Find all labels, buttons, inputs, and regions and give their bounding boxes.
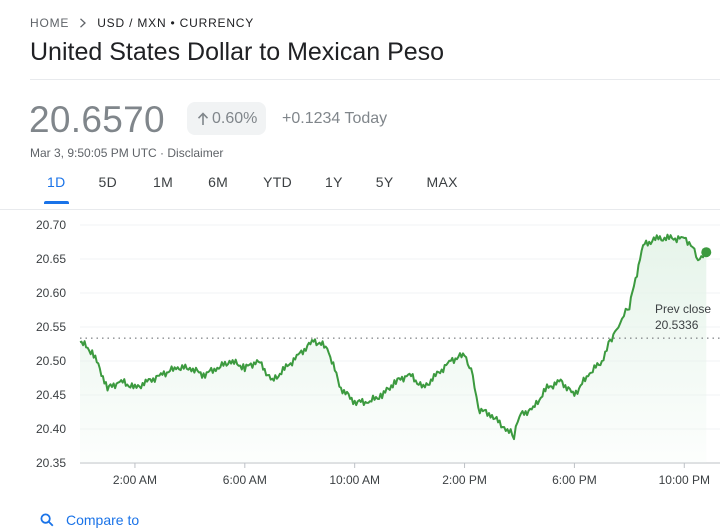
breadcrumb: HOME USD / MXN • CURRENCY	[30, 16, 254, 30]
prev-close-value: 20.5336	[655, 318, 699, 332]
x-tick-label: 6:00 PM	[552, 473, 597, 487]
range-tab-5d[interactable]: 5D	[98, 174, 117, 190]
tabs-divider	[0, 209, 720, 210]
y-tick-label: 20.55	[36, 320, 66, 334]
y-tick-label: 20.45	[36, 388, 66, 402]
breadcrumb-home[interactable]: HOME	[30, 16, 70, 30]
current-price-dot	[701, 247, 712, 258]
title-divider	[30, 79, 720, 80]
compare-to-label: Compare to	[66, 512, 140, 528]
current-price: 20.6570	[29, 99, 165, 140]
price-area	[80, 234, 707, 463]
range-tab-6m[interactable]: 6M	[208, 174, 229, 190]
price-chart-svg: 20.35 20.40 20.45 20.50 20.55 20.60 20.65 20.70…	[36, 218, 720, 487]
x-tick-label: 2:00 PM	[442, 473, 487, 487]
price-chart[interactable]: 20.35 20.40 20.45 20.50 20.55 20.60 20.65 20.70…	[0, 212, 720, 504]
price-line	[79, 233, 708, 441]
y-tick-label: 20.70	[36, 218, 66, 232]
y-tick-label: 20.40	[36, 422, 66, 436]
arrow-up-icon	[197, 111, 209, 125]
range-tab-ytd[interactable]: YTD	[263, 174, 293, 190]
y-tick-label: 20.50	[36, 354, 66, 368]
x-tick-label: 10:00 AM	[329, 473, 380, 487]
search-icon	[40, 513, 54, 527]
today-change: +0.1234 Today	[282, 110, 388, 127]
quote-timestamp: Mar 3, 9:50:05 PM UTC · Disclaimer	[30, 146, 224, 160]
range-tab-1y[interactable]: 1Y	[325, 174, 343, 190]
page-title: United States Dollar to Mexican Peso	[30, 38, 445, 66]
y-tick-label: 20.35	[36, 456, 66, 470]
x-tick-label: 10:00 PM	[659, 473, 710, 487]
change-percent-badge: 0.60%	[187, 102, 267, 135]
range-tab-1d[interactable]: 1D	[44, 172, 68, 204]
change-percent-value: 0.60%	[212, 109, 258, 127]
prev-close-label: Prev close	[655, 302, 711, 316]
compare-to-button[interactable]: Compare to	[40, 512, 139, 528]
x-tick-label: 6:00 AM	[223, 473, 267, 487]
y-tick-label: 20.60	[36, 286, 66, 300]
range-tabs: 1D 5D 1M 6M YTD 1Y 5Y MAX	[30, 172, 458, 204]
y-tick-label: 20.65	[36, 252, 66, 266]
chevron-right-icon	[80, 18, 87, 28]
range-tab-5y[interactable]: 5Y	[375, 174, 394, 190]
range-tab-max[interactable]: MAX	[426, 174, 458, 190]
breadcrumb-current: USD / MXN • CURRENCY	[97, 16, 255, 30]
x-tick-label: 2:00 AM	[113, 473, 157, 487]
range-tab-1m[interactable]: 1M	[153, 174, 174, 190]
